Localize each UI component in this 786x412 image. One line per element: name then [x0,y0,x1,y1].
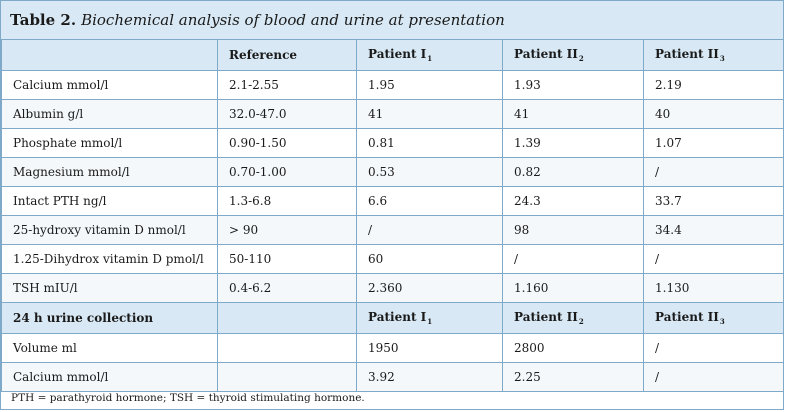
cell-patient-1: 41 [356,99,503,129]
biochem-table: Reference Patient I1 Patient II2 Patient… [1,39,784,392]
cell-patient-2: 1.160 [502,273,644,303]
header-urine-patient-3-label: Patient II [655,310,719,324]
table-row: Intact PTH ng/l 1.3-6.8 6.6 24.3 33.7 [1,186,784,216]
header-patient-3: Patient II3 [643,39,784,71]
cell-reference: 50-110 [217,244,357,274]
cell-reference [217,362,357,392]
cell-patient-3: 34.4 [643,215,784,245]
cell-reference: > 90 [217,215,357,245]
header-urine-patient-2-sub: 2 [578,317,584,326]
header-patient-2-label: Patient II [514,47,578,61]
cell-patient-1: 6.6 [356,186,503,216]
cell-patient-2: 1.39 [502,128,644,158]
cell-parameter: Calcium mmol/l [1,70,218,100]
cell-patient-3: / [643,362,784,392]
blood-header-row: Reference Patient I1 Patient II2 Patient… [1,39,784,71]
cell-parameter: Magnesium mmol/l [1,157,218,187]
cell-parameter: Intact PTH ng/l [1,186,218,216]
table-row: Albumin g/l 32.0-47.0 41 41 40 [1,99,784,129]
cell-reference: 32.0-47.0 [217,99,357,129]
cell-patient-3: 1.07 [643,128,784,158]
cell-patient-2: 0.82 [502,157,644,187]
header-patient-2: Patient II2 [502,39,644,71]
cell-patient-2: 1.93 [502,70,644,100]
cell-reference: 1.3-6.8 [217,186,357,216]
cell-patient-1: 1950 [356,333,503,363]
cell-reference: 0.90-1.50 [217,128,357,158]
cell-patient-3: / [643,333,784,363]
header-parameter [1,39,218,71]
cell-parameter: Phosphate mmol/l [1,128,218,158]
cell-parameter: Calcium mmol/l [1,362,218,392]
table-caption: Table 2. Biochemical analysis of blood a… [1,1,783,39]
cell-patient-1: 0.81 [356,128,503,158]
cell-patient-2: / [502,244,644,274]
table-row: Volume ml 1950 2800/ [1,333,784,363]
header-urine-reference [217,302,357,334]
table-row: 1.25-Dihydrox vitamin D pmol/l 50-110 60// [1,244,784,274]
cell-parameter: 25-hydroxy vitamin D nmol/l [1,215,218,245]
cell-patient-2: 2.25 [502,362,644,392]
header-patient-3-sub: 3 [719,54,725,63]
cell-parameter: TSH mIU/l [1,273,218,303]
urine-header-row: 24 h urine collection Patient I1 Patient… [1,302,784,334]
header-patient-1-sub: 1 [427,54,433,63]
header-patient-3-label: Patient II [655,47,719,61]
cell-patient-1: 1.95 [356,70,503,100]
cell-patient-3: 40 [643,99,784,129]
cell-patient-3: / [643,244,784,274]
urine-rows: Volume ml 1950 2800/ Calcium mmol/l 3.92 2.25… [1,333,784,392]
cell-patient-1: 0.53 [356,157,503,187]
cell-patient-2: 98 [502,215,644,245]
cell-parameter: Albumin g/l [1,99,218,129]
cell-patient-1: / [356,215,503,245]
header-urine-patient-3: Patient II3 [643,302,784,334]
header-patient-1: Patient I1 [356,39,503,71]
cell-patient-1: 3.92 [356,362,503,392]
cell-patient-3: 33.7 [643,186,784,216]
header-reference: Reference [217,39,357,71]
table-footnote: PTH = parathyroid hormone; TSH = thyroid… [11,392,365,404]
table-row: Calcium mmol/l 3.92 2.25/ [1,362,784,392]
cell-patient-3: / [643,157,784,187]
table-row: 25-hydroxy vitamin D nmol/l > 90/98 34.4 [1,215,784,245]
header-urine-patient-2: Patient II2 [502,302,644,334]
cell-patient-3: 1.130 [643,273,784,303]
table-row: TSH mIU/l 0.4-6.2 2.360 1.160 1.130 [1,273,784,303]
header-urine-patient-1: Patient I1 [356,302,503,334]
cell-patient-1: 60 [356,244,503,274]
cell-reference [217,333,357,363]
header-patient-1-label: Patient I [368,47,427,61]
table-number: Table 2. [10,11,77,29]
header-urine-patient-1-sub: 1 [427,317,433,326]
cell-patient-1: 2.360 [356,273,503,303]
header-patient-2-sub: 2 [578,54,584,63]
cell-reference: 0.70-1.00 [217,157,357,187]
header-urine-patient-3-sub: 3 [719,317,725,326]
header-urine-collection: 24 h urine collection [1,302,218,334]
cell-patient-2: 24.3 [502,186,644,216]
cell-parameter: 1.25-Dihydrox vitamin D pmol/l [1,244,218,274]
header-urine-patient-2-label: Patient II [514,310,578,324]
cell-parameter: Volume ml [1,333,218,363]
cell-reference: 2.1-2.55 [217,70,357,100]
table-row: Phosphate mmol/l 0.90-1.50 0.81 1.39 1.07 [1,128,784,158]
cell-patient-2: 41 [502,99,644,129]
table-title: Biochemical analysis of blood and urine … [81,11,505,29]
table-row: Calcium mmol/l 2.1-2.55 1.95 1.93 2.19 [1,70,784,100]
cell-patient-2: 2800 [502,333,644,363]
table-row: Magnesium mmol/l 0.70-1.00 0.53 0.82/ [1,157,784,187]
cell-reference: 0.4-6.2 [217,273,357,303]
cell-patient-3: 2.19 [643,70,784,100]
header-urine-patient-1-label: Patient I [368,310,427,324]
blood-rows: Calcium mmol/l 2.1-2.55 1.95 1.93 2.19 Albumi… [1,70,784,303]
